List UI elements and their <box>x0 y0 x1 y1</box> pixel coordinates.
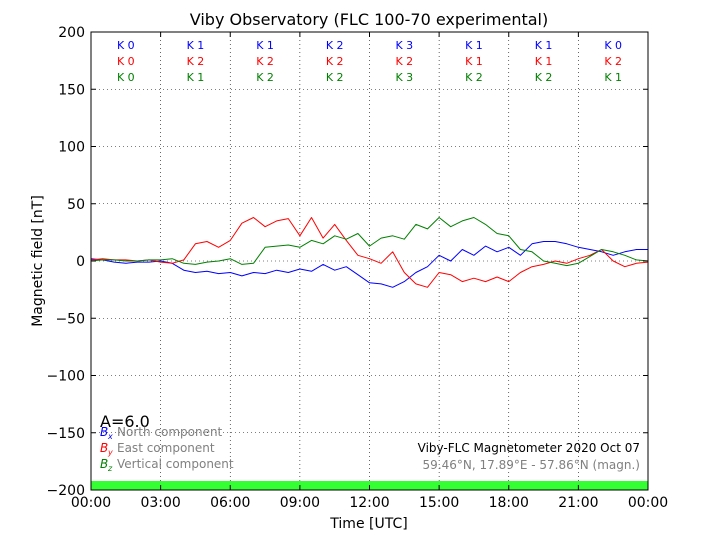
legend-subscript: y <box>107 448 113 457</box>
k-index-label: K 2 <box>256 55 274 68</box>
k-index-label: K 3 <box>395 71 413 84</box>
k-index-label: K 1 <box>256 39 274 52</box>
k-index-label: K 1 <box>465 55 483 68</box>
x-tick-label: 00:00 <box>628 495 668 511</box>
y-tick-label: 200 <box>58 25 85 41</box>
k-index-label: K 2 <box>187 55 205 68</box>
info-title: Viby-FLC Magnetometer 2020 Oct 07 <box>418 441 640 455</box>
k-index-label: K 0 <box>604 39 622 52</box>
k-index-label: K 0 <box>117 71 135 84</box>
y-tick-label: 150 <box>58 82 85 98</box>
y-tick-label: −200 <box>47 483 85 499</box>
legend-label: East component <box>117 441 215 455</box>
data-series <box>90 217 649 288</box>
k-index-table: K 0 K 1 K 1 K 2 K 3 K 1 K 1 K 0 K 0 K 2 K 2 K 2 K 2 K… <box>117 39 622 84</box>
k-index-label: K 1 <box>535 55 553 68</box>
x-tick-label: 06:00 <box>210 495 250 511</box>
k-index-label: K 3 <box>395 39 413 52</box>
axis-ticks: 00:00 03:00 06:00 09:00 12:00 15:00 18:00 21:00… <box>47 25 669 511</box>
y-tick-label: −50 <box>55 311 85 327</box>
k-index-label: K 1 <box>187 71 205 84</box>
info-location: 59.46°N, 17.89°E - 57.86°N (magn.) <box>423 458 640 472</box>
x-tick-label: 09:00 <box>280 495 320 511</box>
y-tick-label: 100 <box>58 140 85 156</box>
legend-label: Vertical component <box>117 457 234 471</box>
k-index-label: K 2 <box>604 55 622 68</box>
legend-label: North component <box>117 425 223 439</box>
k-index-label: K 1 <box>604 71 622 84</box>
k-index-label: K 2 <box>326 55 344 68</box>
legend-symbol: B <box>100 457 108 471</box>
legend-symbol: B <box>100 441 108 455</box>
series-line-x <box>90 241 648 288</box>
k-index-label: K 0 <box>117 55 135 68</box>
k-index-label: K 1 <box>187 39 205 52</box>
legend-subscript: x <box>107 432 113 441</box>
x-axis-label: Time [UTC] <box>329 516 407 532</box>
k-index-label: K 2 <box>326 71 344 84</box>
y-tick-label: −150 <box>47 426 85 442</box>
x-tick-label: 12:00 <box>349 495 389 511</box>
k-index-label: K 1 <box>465 39 483 52</box>
activity-index: A=6.0 <box>100 412 150 431</box>
x-tick-label: 18:00 <box>489 495 529 511</box>
y-axis-label: Magnetic field [nT] <box>30 195 46 327</box>
k-index-label: K 1 <box>535 39 553 52</box>
k-index-label: K 2 <box>465 71 483 84</box>
y-tick-label: −100 <box>47 369 85 385</box>
k-index-label: K 2 <box>395 55 413 68</box>
legend-subscript: z <box>107 464 113 473</box>
k-index-label: K 2 <box>535 71 553 84</box>
k-index-label: K 2 <box>326 39 344 52</box>
x-tick-label: 15:00 <box>419 495 459 511</box>
y-tick-label: 0 <box>76 254 85 270</box>
k-index-label: K 0 <box>117 39 135 52</box>
x-tick-label: 00:00 <box>71 495 111 511</box>
y-tick-label: 50 <box>67 197 85 213</box>
chart-title: Viby Observatory (FLC 100-70 experimenta… <box>190 10 549 29</box>
series-line-z <box>90 217 649 267</box>
series-line-y <box>90 217 649 288</box>
x-tick-label: 03:00 <box>140 495 180 511</box>
x-tick-label: 21:00 <box>558 495 598 511</box>
k-index-label: K 2 <box>256 71 274 84</box>
legend-symbol: B <box>100 425 108 439</box>
